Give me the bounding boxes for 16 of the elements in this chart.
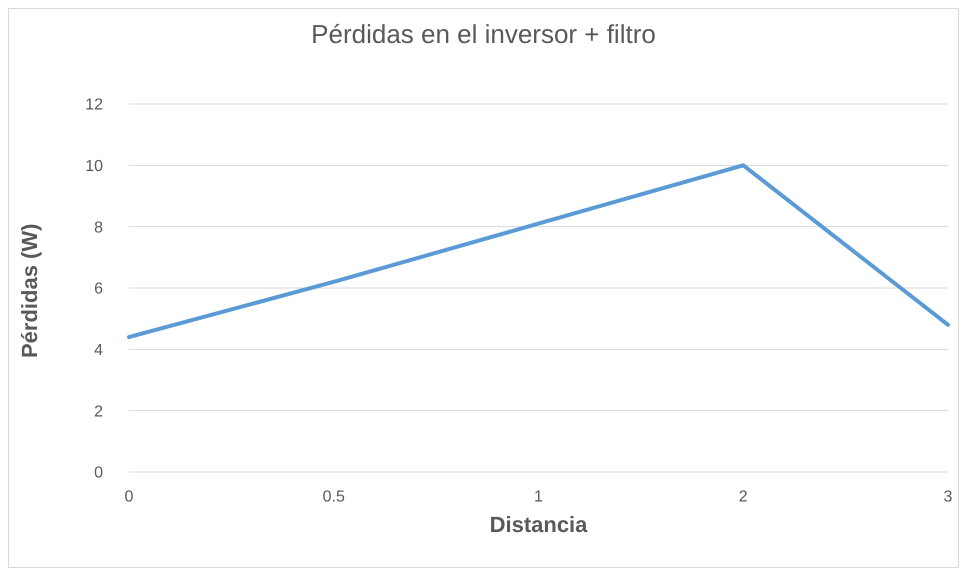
line-series xyxy=(127,163,950,340)
x-tick-label: 2 xyxy=(738,488,748,506)
x-axis-title: Distancia xyxy=(490,512,588,537)
y-axis-title: Pérdidas (W) xyxy=(16,224,42,358)
y-tick-label: 2 xyxy=(94,403,104,420)
x-tick-label: 0 xyxy=(124,488,134,506)
y-tick-label: 8 xyxy=(94,219,104,236)
y-tick-label: 4 xyxy=(94,342,104,360)
y-tick-label: 0 xyxy=(94,464,104,482)
x-tick-label: 0.5 xyxy=(322,488,345,506)
x-tick-label: 3 xyxy=(944,488,953,506)
chart-title: Pérdidas en el inversor + filtro xyxy=(310,19,657,50)
y-tick-label: 6 xyxy=(94,280,104,298)
y-tick-label: 10 xyxy=(85,158,104,176)
x-tick-label: 1 xyxy=(534,488,544,506)
y-tick-label: 12 xyxy=(85,96,104,114)
